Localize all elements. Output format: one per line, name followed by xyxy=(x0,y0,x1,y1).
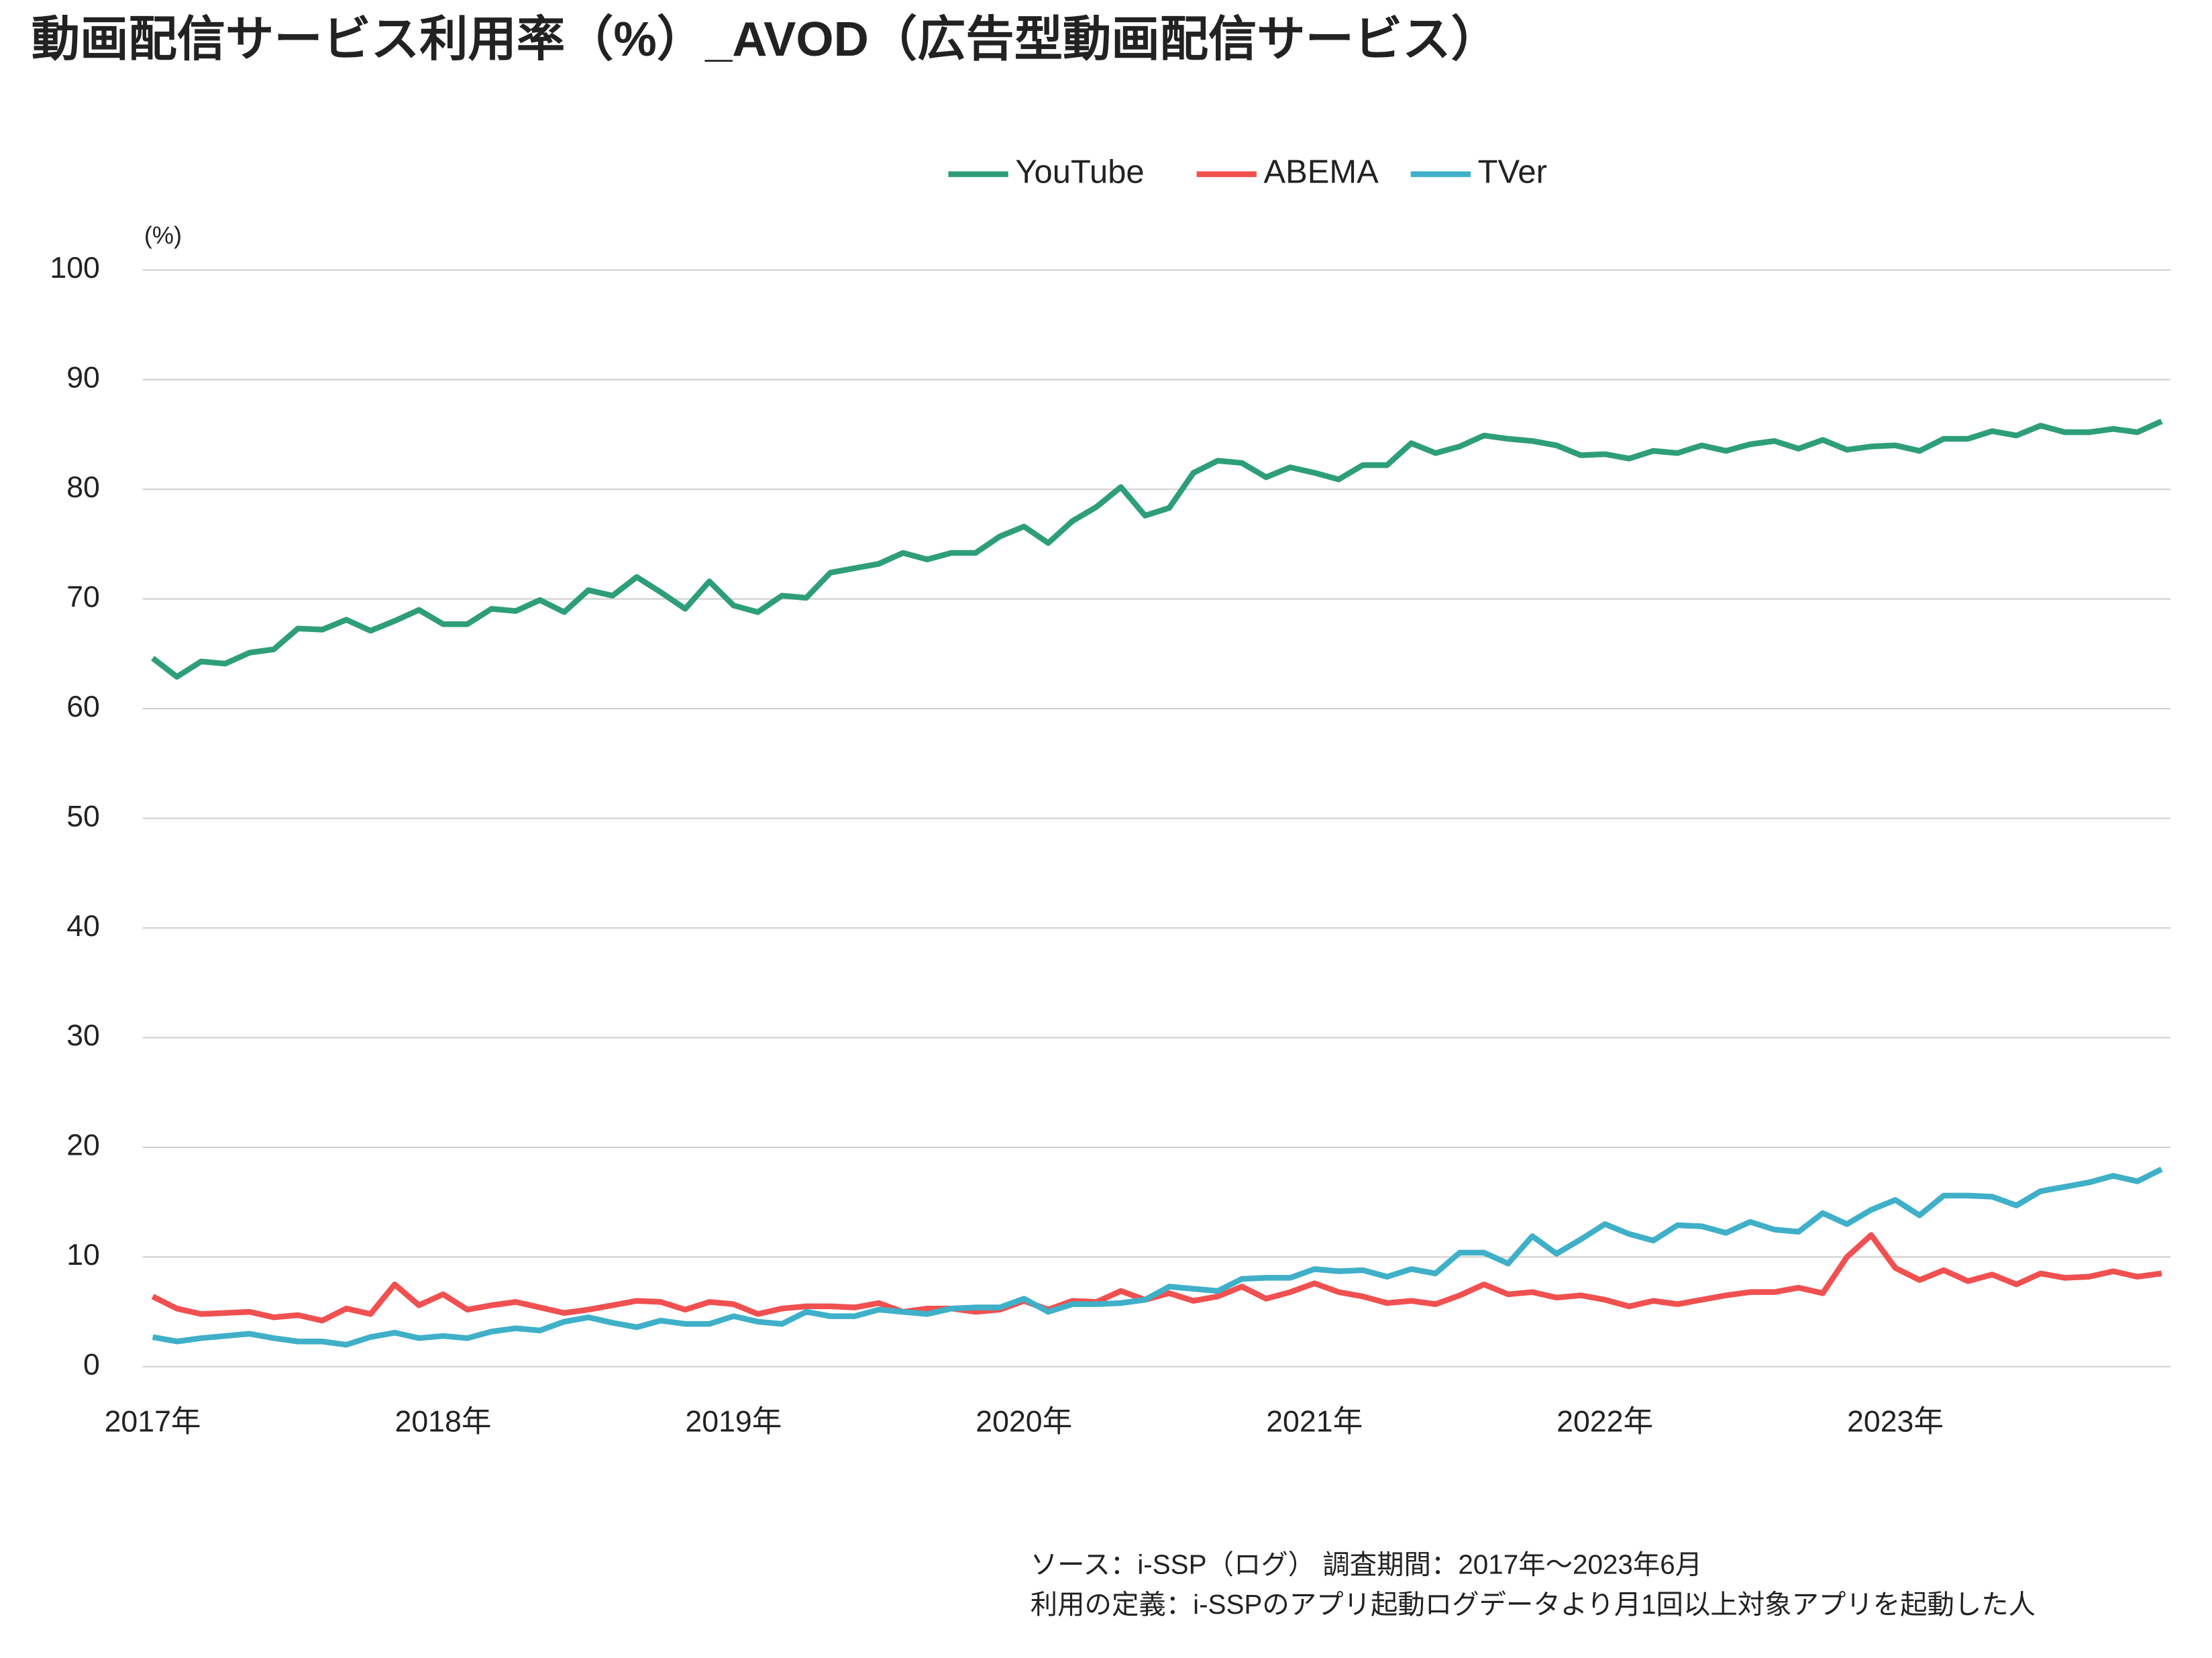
x-tick-label: 2023年 xyxy=(1847,1406,1944,1439)
x-tick-label: 2022年 xyxy=(1557,1406,1653,1439)
x-tick-label: 2020年 xyxy=(976,1406,1072,1439)
y-tick-label: 10 xyxy=(66,1239,100,1272)
legend-label: TVer xyxy=(1478,154,1547,191)
y-tick-label: 100 xyxy=(50,252,100,284)
y-tick-label: 0 xyxy=(83,1349,100,1382)
y-tick-label: 40 xyxy=(66,910,100,943)
definition-note: 利用の定義：i-SSPのアプリ起動ログデータより月1回以上対象アプリを起動した人 xyxy=(1031,1589,2036,1620)
y-tick-label: 50 xyxy=(66,800,100,833)
y-unit-label: (%) xyxy=(144,221,182,249)
y-tick-label: 20 xyxy=(66,1129,100,1162)
x-tick-label: 2018年 xyxy=(394,1406,491,1439)
line-series xyxy=(151,1232,2162,1324)
legend-label: ABEMA xyxy=(1264,154,1379,191)
y-tick-label: 60 xyxy=(66,690,100,723)
chart-title: 動画配信サービス利用率（%）_AVOD（広告型動画配信サービス） xyxy=(32,13,1499,66)
y-tick-label: 70 xyxy=(66,580,100,613)
x-tick-label: 2021年 xyxy=(1266,1406,1363,1439)
line-series xyxy=(152,1166,2163,1348)
x-tick-label: 2019年 xyxy=(685,1406,782,1439)
y-tick-label: 90 xyxy=(66,362,100,395)
y-tick-label: 30 xyxy=(66,1019,100,1052)
source-note: ソース：i-SSP（ログ） 調査期間：2017年〜2023年6月 xyxy=(1031,1549,1702,1579)
y-tick-label: 80 xyxy=(66,471,100,504)
legend-label: YouTube xyxy=(1015,154,1144,191)
line-series xyxy=(151,418,2163,680)
x-tick-label: 2017年 xyxy=(105,1406,201,1439)
